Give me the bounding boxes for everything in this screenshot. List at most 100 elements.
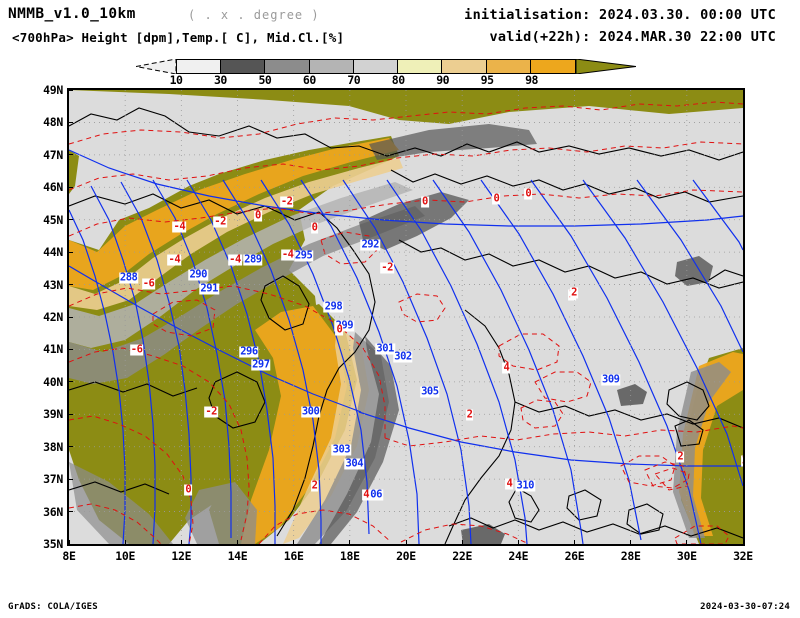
colorbar-legend: 10 30 50 60 70 80 90 95 98 xyxy=(136,56,676,88)
latitude-tick-mark xyxy=(67,219,73,221)
longitude-tick-mark xyxy=(630,540,632,546)
temperature-contour-label: -6 xyxy=(129,343,144,356)
longitude-tick-mark xyxy=(180,540,182,546)
latitude-tick-label: 43N xyxy=(43,277,63,292)
colorbar-tick: 50 xyxy=(258,73,272,87)
latitude-tick-mark xyxy=(67,284,73,286)
latitude-tick-mark xyxy=(67,251,73,253)
temperature-contour-label: -2 xyxy=(380,261,394,274)
height-contour-label: 301 xyxy=(375,342,395,355)
temperature-contour-label: 0 xyxy=(524,187,533,200)
latitude-tick-mark xyxy=(67,316,73,318)
temperature-contour-label: 2 xyxy=(676,450,685,463)
latitude-tick-label: 35N xyxy=(43,537,63,551)
height-contour-label: 291 xyxy=(199,282,219,295)
height-contour-label: 297 xyxy=(251,358,271,371)
height-contour-label: 305 xyxy=(420,385,440,398)
height-contour-label: 304 xyxy=(344,457,365,470)
cloud-fill-olive-north xyxy=(69,90,743,124)
latitude-tick-mark xyxy=(67,89,73,91)
latitude-tick-label: 36N xyxy=(43,504,63,519)
latitude-tick-mark xyxy=(67,154,73,156)
cloud-fill-grey-a xyxy=(69,182,413,348)
longitude-tick-mark xyxy=(349,540,351,546)
cloud-fill-grey-blob-se xyxy=(617,384,647,406)
latitude-tick-label: 40N xyxy=(43,374,63,389)
height-contour-label: 303 xyxy=(331,443,352,456)
field-description: <700hPa> Height [dpm],Temp.[ C], Mid.Cl.… xyxy=(12,30,345,45)
cloud-fill-grey-adriatic xyxy=(319,336,399,544)
latitude-tick-mark xyxy=(67,413,73,415)
longitude-tick-mark xyxy=(68,540,70,546)
colorbar-swatch xyxy=(530,60,575,73)
temperature-contour-label: -4 xyxy=(172,220,187,233)
height-contour-label: 302 xyxy=(393,350,413,363)
colorbar-swatch xyxy=(177,60,222,73)
colorbar-swatch xyxy=(398,60,443,73)
longitude-tick-label: 12E xyxy=(171,549,192,563)
latitude-tick-label: 47N xyxy=(43,147,63,162)
map-plot-area[interactable]: 288 289 290 291 292 295 296 297 298 299 300 301 302 3… xyxy=(67,88,745,546)
latitude-tick-mark xyxy=(67,446,73,448)
longitude-tick-label: 8E xyxy=(62,549,76,563)
height-contour-label: 306 xyxy=(363,488,383,501)
latitude-tick-mark xyxy=(67,121,73,123)
valid-time: valid(+22h): 2024.MAR.30 22:00 UTC xyxy=(489,29,776,45)
temperature-contour-label: 0 xyxy=(492,192,501,205)
model-title: NMMB_v1.0_10km xyxy=(8,6,136,22)
longitude-tick-label: 30E xyxy=(676,549,697,563)
temperature-contour-label: -4 xyxy=(228,253,242,266)
render-timestamp: 2024-03-30-07:24 xyxy=(700,602,790,612)
longitude-tick-label: 32E xyxy=(733,549,753,563)
latitude-tick-label: 46N xyxy=(43,180,63,195)
temperature-contour-label: -2 xyxy=(213,215,227,228)
graticule xyxy=(69,90,743,544)
longitude-tick-mark xyxy=(742,540,744,546)
longitude-tick-label: 28E xyxy=(620,549,641,563)
temperature-contour-label: -6 xyxy=(141,277,156,290)
latitude-tick-mark xyxy=(67,381,73,383)
colorbar-swatches xyxy=(176,59,576,74)
colorbar-tick: 90 xyxy=(436,73,450,87)
longitude-tick-label: 16E xyxy=(283,549,304,563)
latitude-tick-label: 37N xyxy=(43,472,63,487)
cloud-fill-grey-south-italy xyxy=(185,482,257,544)
longitude-tick-label: 26E xyxy=(564,549,585,563)
latitude-tick-label: 44N xyxy=(43,245,63,260)
colorbar-over-arrow xyxy=(576,59,636,74)
latitude-tick-label: 39N xyxy=(43,407,63,422)
resolution-note: ( . x . degree ) xyxy=(188,8,320,22)
colorbar-swatch xyxy=(442,60,487,73)
temperature-contour-label: 0 xyxy=(310,221,319,234)
colorbar-swatch xyxy=(221,60,266,73)
colorbar-swatch xyxy=(353,60,399,73)
longitude-tick-label: 14E xyxy=(227,549,248,563)
map-canvas: 288 289 290 291 292 295 296 297 298 299 300 301 302 3… xyxy=(69,90,743,544)
height-contour-label: 309 xyxy=(601,373,621,386)
longitude-tick-mark xyxy=(574,540,575,546)
temperature-contour-label: 2 xyxy=(741,455,743,467)
temperature-contour-label: -2 xyxy=(279,195,294,208)
initialisation-time: initialisation: 2024.03.30. 00:00 UTC xyxy=(464,7,776,23)
cloud-fill-grey-blob-e xyxy=(675,256,713,286)
latitude-tick-label: 41N xyxy=(43,342,63,357)
colorbar-under-arrow xyxy=(136,59,176,74)
temperature-contour-label: 2 xyxy=(310,479,319,492)
cloud-fill-grey-b xyxy=(69,206,425,384)
cloud-fill-grey-north-band xyxy=(369,124,537,160)
colorbar-tick: 70 xyxy=(347,73,361,87)
longitude-tick-mark xyxy=(293,540,295,546)
temperature-contour-label: 0 xyxy=(420,195,429,208)
latitude-tick-label: 38N xyxy=(43,439,63,454)
longitude-tick-mark xyxy=(686,540,688,546)
cloud-fill-grey-italy xyxy=(297,332,389,544)
colorbar-tick: 95 xyxy=(480,73,494,87)
latitude-tick-label: 45N xyxy=(43,212,63,227)
height-contour-label: 295 xyxy=(293,249,314,262)
longitude-tick-mark xyxy=(461,540,463,546)
longitude-tick-label: 20E xyxy=(396,549,416,563)
cloud-fill-tan-italy-e xyxy=(283,326,369,544)
longitude-tick-mark xyxy=(237,540,238,546)
temperature-contour-label: -4 xyxy=(167,253,182,266)
grads-credit: GrADS: COLA/IGES xyxy=(8,602,98,612)
